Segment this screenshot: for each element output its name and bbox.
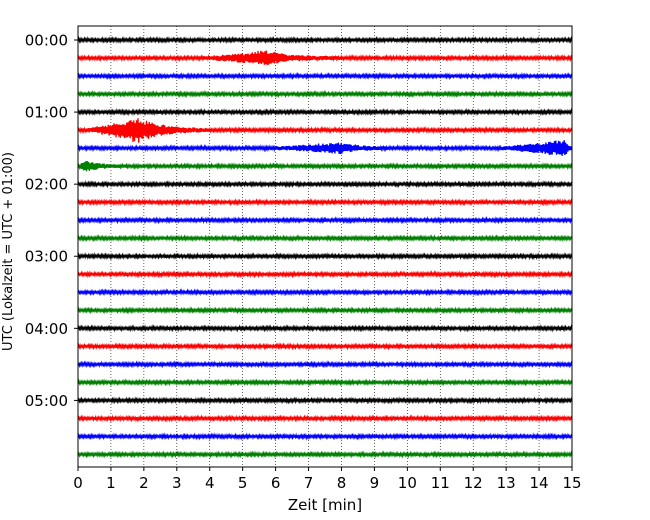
trace-15 (77, 306, 573, 315)
trace-19 (77, 378, 573, 387)
x-tick-label-7: 7 (304, 474, 314, 492)
x-tick-label-4: 4 (205, 474, 215, 492)
y-tick-label-02:00: 02:00 (25, 176, 68, 194)
trace-22 (77, 432, 573, 441)
x-tick-label-1: 1 (106, 474, 116, 492)
trace-9 (77, 198, 573, 207)
trace-5 (77, 118, 573, 143)
trace-10 (77, 215, 573, 225)
x-axis-ticks: 0 1 2 3 4 5 6 7 8 9 10 11 12 13 14 15 (73, 467, 582, 492)
plot-frame (77, 25, 573, 468)
trace-group (77, 35, 573, 459)
trace-23 (77, 450, 573, 459)
trace-18 (77, 360, 573, 369)
trace-6 (77, 140, 573, 156)
y-tick-label-01:00: 01:00 (25, 104, 68, 122)
trace-13 (77, 270, 573, 279)
trace-20 (77, 396, 573, 405)
x-tick-label-8: 8 (337, 474, 347, 492)
y-tick-label-05:00: 05:00 (25, 392, 68, 410)
x-tick-label-10: 10 (398, 474, 417, 492)
x-tick-label-9: 9 (370, 474, 380, 492)
x-tick-label-15: 15 (562, 474, 581, 492)
trace-21 (77, 414, 573, 423)
trace-14 (77, 288, 573, 297)
y-tick-label-00:00: 00:00 (25, 32, 68, 50)
trace-16 (77, 324, 573, 333)
trace-4 (77, 107, 573, 117)
x-tick-label-5: 5 (238, 474, 248, 492)
trace-3 (77, 89, 573, 99)
trace-2 (77, 71, 573, 81)
x-tick-label-12: 12 (464, 474, 483, 492)
y-tick-label-04:00: 04:00 (25, 320, 68, 338)
x-tick-label-6: 6 (271, 474, 281, 492)
y-axis-ticks: 00:00 01:00 02:00 03:00 04:00 05:00 (25, 32, 78, 410)
trace-12 (77, 252, 573, 261)
x-axis-label: Zeit [min] (288, 496, 362, 514)
x-tick-label-0: 0 (73, 474, 83, 492)
y-tick-label-03:00: 03:00 (25, 248, 68, 266)
trace-11 (77, 234, 573, 243)
x-tick-label-11: 11 (431, 474, 450, 492)
trace-7 (77, 160, 573, 172)
x-tick-label-13: 13 (497, 474, 516, 492)
trace-1 (77, 50, 573, 65)
x-tick-label-2: 2 (139, 474, 149, 492)
x-tick-label-14: 14 (530, 474, 549, 492)
x-tick-label-3: 3 (172, 474, 182, 492)
y-axis-label: UTC (Lokalzeit = UTC + 01:00) (1, 152, 16, 351)
trace-8 (77, 180, 573, 189)
trace-17 (77, 342, 573, 351)
trace-0 (77, 35, 573, 45)
